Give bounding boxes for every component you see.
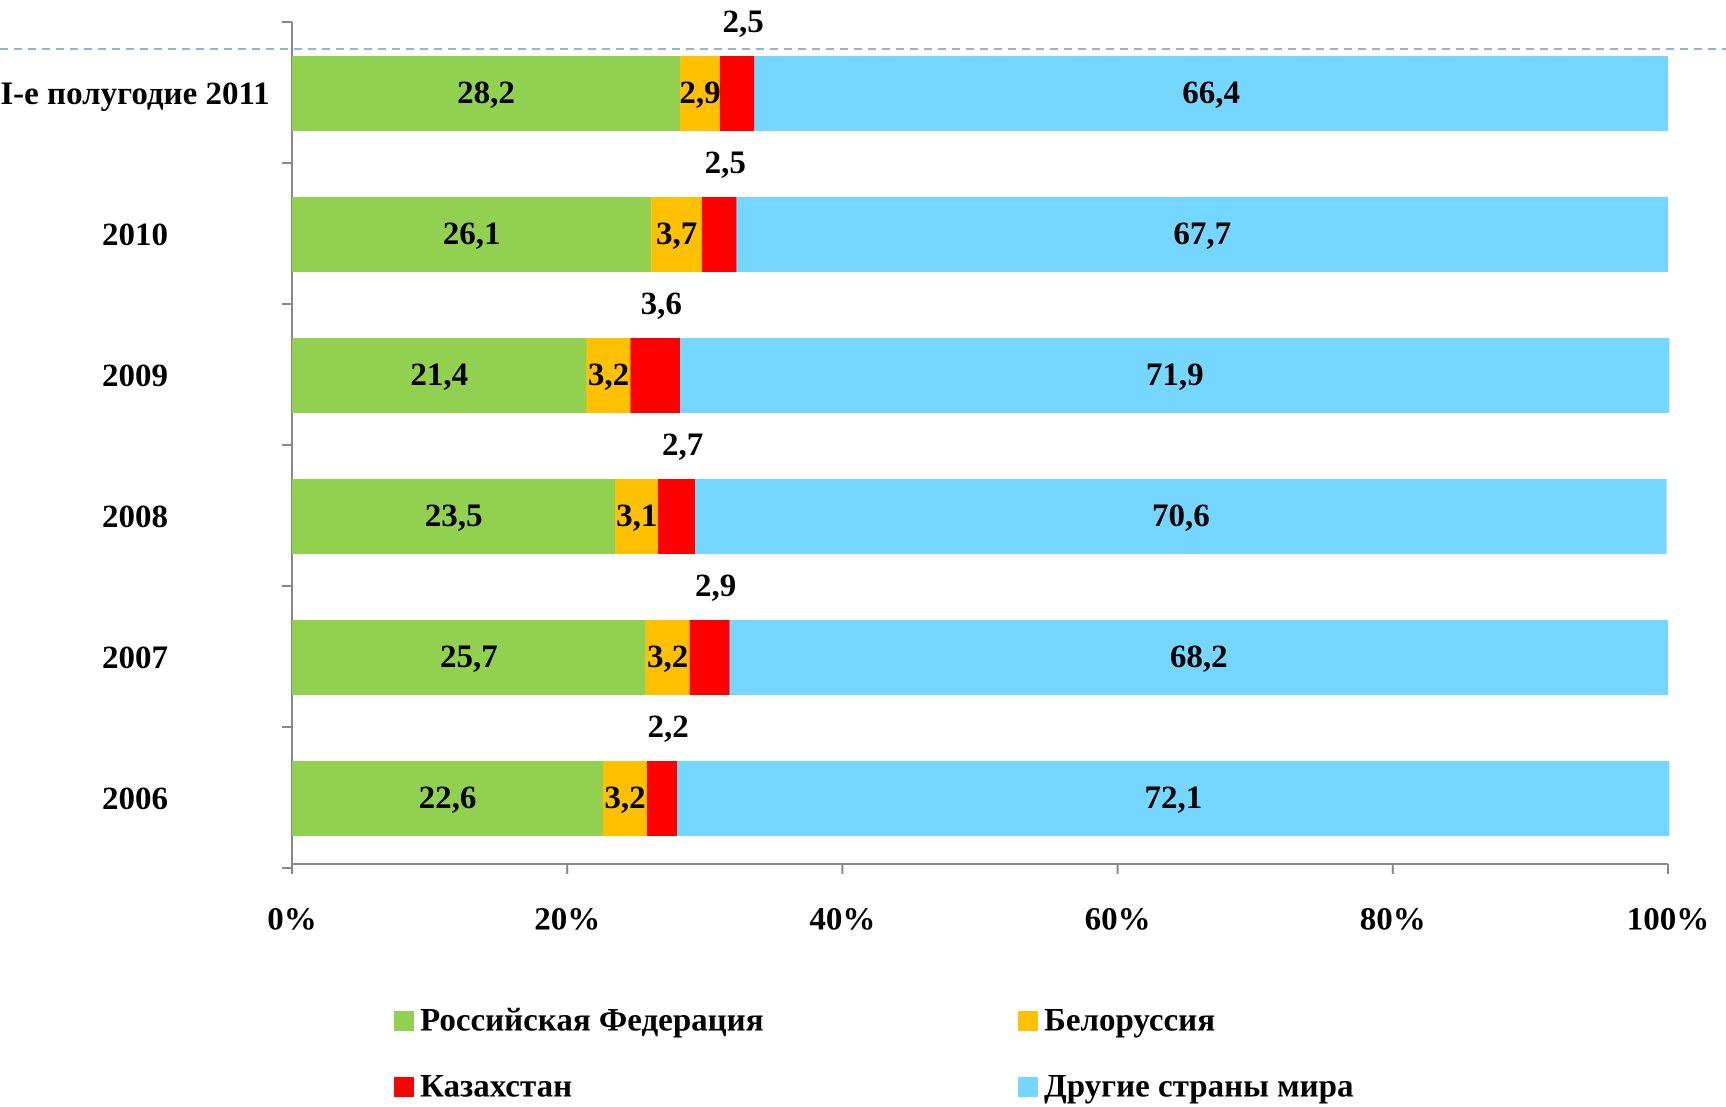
data-label: 3,2: [647, 639, 688, 675]
bar-segment: [647, 761, 678, 836]
category-label: I-е полугодие 2011: [0, 75, 270, 112]
legend-swatch: [1018, 1077, 1038, 1097]
bar-segment: [680, 338, 1670, 413]
data-label: 3,2: [604, 780, 645, 816]
bar-segment: [736, 197, 1668, 272]
data-label: 23,5: [425, 498, 483, 534]
bar-segment: [292, 761, 603, 836]
x-tick-label: 60%: [1085, 902, 1151, 938]
x-tick-label: 20%: [534, 902, 600, 938]
category-label: 2010: [102, 216, 168, 253]
data-label: 2,5: [723, 4, 764, 40]
category-label: 2008: [102, 498, 168, 535]
x-tick-label: 40%: [809, 902, 875, 938]
legend-label: Белоруссия: [1044, 1003, 1215, 1039]
data-label: 71,9: [1146, 357, 1204, 393]
bar-segment: [602, 761, 648, 836]
data-label: 25,7: [440, 639, 498, 675]
legend-label: Другие страны мира: [1044, 1069, 1354, 1105]
data-label: 72,1: [1144, 780, 1202, 816]
bar-segment: [677, 761, 1670, 836]
data-label: 2,2: [648, 709, 689, 745]
data-label: 66,4: [1182, 75, 1240, 111]
data-label: 68,2: [1170, 639, 1228, 675]
bar-segment: [292, 338, 587, 413]
data-label: 3,2: [588, 357, 629, 393]
bar-segment: [615, 479, 659, 554]
data-label: 3,1: [616, 498, 657, 534]
bar-segment: [729, 620, 1668, 695]
data-label: 3,6: [641, 286, 682, 322]
bar-segment: [586, 338, 631, 413]
category-label: 2006: [102, 780, 168, 817]
data-label: 26,1: [443, 216, 501, 252]
legend-label: Российская Федерация: [420, 1003, 764, 1039]
data-label: 22,6: [419, 780, 477, 816]
legend-swatch: [394, 1011, 414, 1031]
bar-segment: [695, 479, 1667, 554]
bar-segment: [292, 620, 646, 695]
bar-segment: [689, 620, 730, 695]
legend-swatch: [1018, 1011, 1038, 1031]
data-label: 2,9: [679, 75, 720, 111]
bar-segment: [702, 197, 737, 272]
bar-segment: [630, 338, 681, 413]
bar-segment: [645, 620, 690, 695]
bar-segment: [680, 56, 720, 131]
data-label: 2,9: [695, 568, 736, 604]
data-label: 28,2: [457, 75, 515, 111]
bar-segment: [719, 56, 755, 131]
bar-segment: [658, 479, 696, 554]
legend-swatch: [394, 1077, 414, 1097]
data-label: 2,5: [705, 145, 746, 181]
category-label: 2009: [102, 357, 168, 394]
bar-segment: [292, 479, 616, 554]
data-label: 3,7: [656, 216, 697, 252]
category-label: 2007: [102, 639, 168, 676]
bar-segment: [292, 56, 681, 131]
data-label: 2,7: [662, 427, 703, 463]
data-label: 21,4: [410, 357, 468, 393]
x-tick-label: 0%: [267, 902, 317, 938]
x-tick-label: 100%: [1627, 902, 1710, 938]
data-label: 67,7: [1173, 216, 1231, 252]
data-label: 70,6: [1152, 498, 1210, 534]
legend-label: Казахстан: [420, 1069, 572, 1105]
bar-segment: [651, 197, 703, 272]
bar-segment: [754, 56, 1668, 131]
x-tick-label: 80%: [1360, 902, 1426, 938]
bar-segment: [292, 197, 652, 272]
